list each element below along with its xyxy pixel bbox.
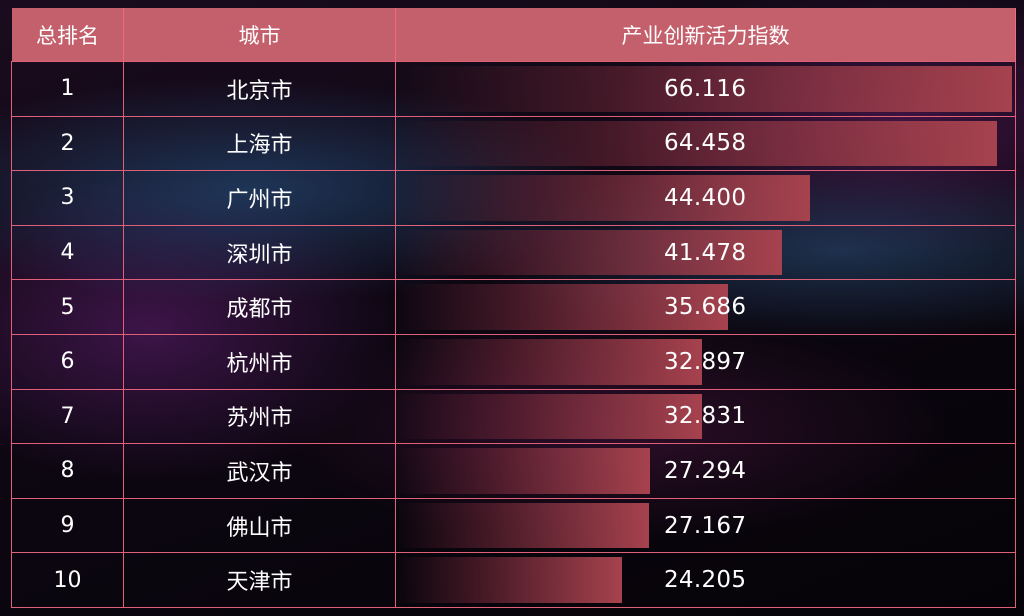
city-cell: 苏州市 bbox=[123, 388, 396, 445]
header-rank: 总排名 bbox=[12, 8, 124, 62]
index-cell: 27.294 bbox=[395, 443, 1016, 499]
rank-cell: 6 bbox=[11, 333, 124, 390]
index-bar bbox=[396, 502, 649, 549]
header-city: 城市 bbox=[124, 8, 396, 62]
index-bar bbox=[396, 557, 622, 603]
rank-cell: 1 bbox=[11, 61, 124, 117]
rank-cell: 8 bbox=[11, 443, 124, 499]
index-cell: 32.831 bbox=[395, 388, 1016, 445]
city-cell: 天津市 bbox=[123, 552, 396, 608]
city-cell: 深圳市 bbox=[123, 224, 396, 281]
index-value: 35.686 bbox=[664, 294, 747, 321]
header-index: 产业创新活力指数 bbox=[396, 8, 1016, 62]
index-cell: 41.478 bbox=[395, 224, 1016, 281]
index-bar bbox=[396, 393, 702, 440]
index-value: 41.478 bbox=[664, 239, 747, 266]
index-value: 32.897 bbox=[664, 348, 747, 375]
city-cell: 成都市 bbox=[123, 279, 396, 335]
index-value: 66.116 bbox=[664, 75, 747, 102]
index-value: 32.831 bbox=[664, 403, 747, 430]
index-bar bbox=[396, 66, 1012, 112]
index-value: 27.294 bbox=[664, 457, 747, 484]
index-bar bbox=[396, 229, 782, 276]
rank-cell: 9 bbox=[11, 497, 124, 554]
index-cell: 27.167 bbox=[395, 497, 1016, 554]
index-bar bbox=[396, 338, 702, 385]
rank-cell: 7 bbox=[11, 388, 124, 445]
city-cell: 广州市 bbox=[123, 170, 396, 226]
index-bar bbox=[396, 284, 728, 330]
city-cell: 北京市 bbox=[123, 61, 396, 117]
city-cell: 杭州市 bbox=[123, 333, 396, 390]
index-cell: 24.205 bbox=[395, 552, 1016, 608]
rank-cell: 3 bbox=[11, 170, 124, 226]
ranking-table: 总排名 城市 产业创新活力指数 1 北京市 66.116 2 上海市 64.458 3 广州市… bbox=[11, 8, 1016, 608]
rank-cell: 4 bbox=[11, 224, 124, 281]
index-cell: 66.116 bbox=[395, 61, 1016, 117]
rank-cell: 5 bbox=[11, 279, 124, 335]
index-cell: 44.400 bbox=[395, 170, 1016, 226]
index-bar bbox=[396, 448, 650, 494]
index-bar bbox=[396, 120, 997, 167]
index-value: 24.205 bbox=[664, 567, 747, 594]
index-cell: 32.897 bbox=[395, 333, 1016, 390]
city-cell: 佛山市 bbox=[123, 497, 396, 554]
index-value: 27.167 bbox=[664, 512, 747, 539]
index-cell: 64.458 bbox=[395, 115, 1016, 172]
rank-cell: 10 bbox=[11, 552, 124, 608]
index-value: 64.458 bbox=[664, 130, 747, 157]
city-cell: 武汉市 bbox=[123, 443, 396, 499]
index-value: 44.400 bbox=[664, 184, 747, 211]
index-cell: 35.686 bbox=[395, 279, 1016, 335]
city-cell: 上海市 bbox=[123, 115, 396, 172]
index-bar bbox=[396, 175, 810, 221]
rank-cell: 2 bbox=[11, 115, 124, 172]
